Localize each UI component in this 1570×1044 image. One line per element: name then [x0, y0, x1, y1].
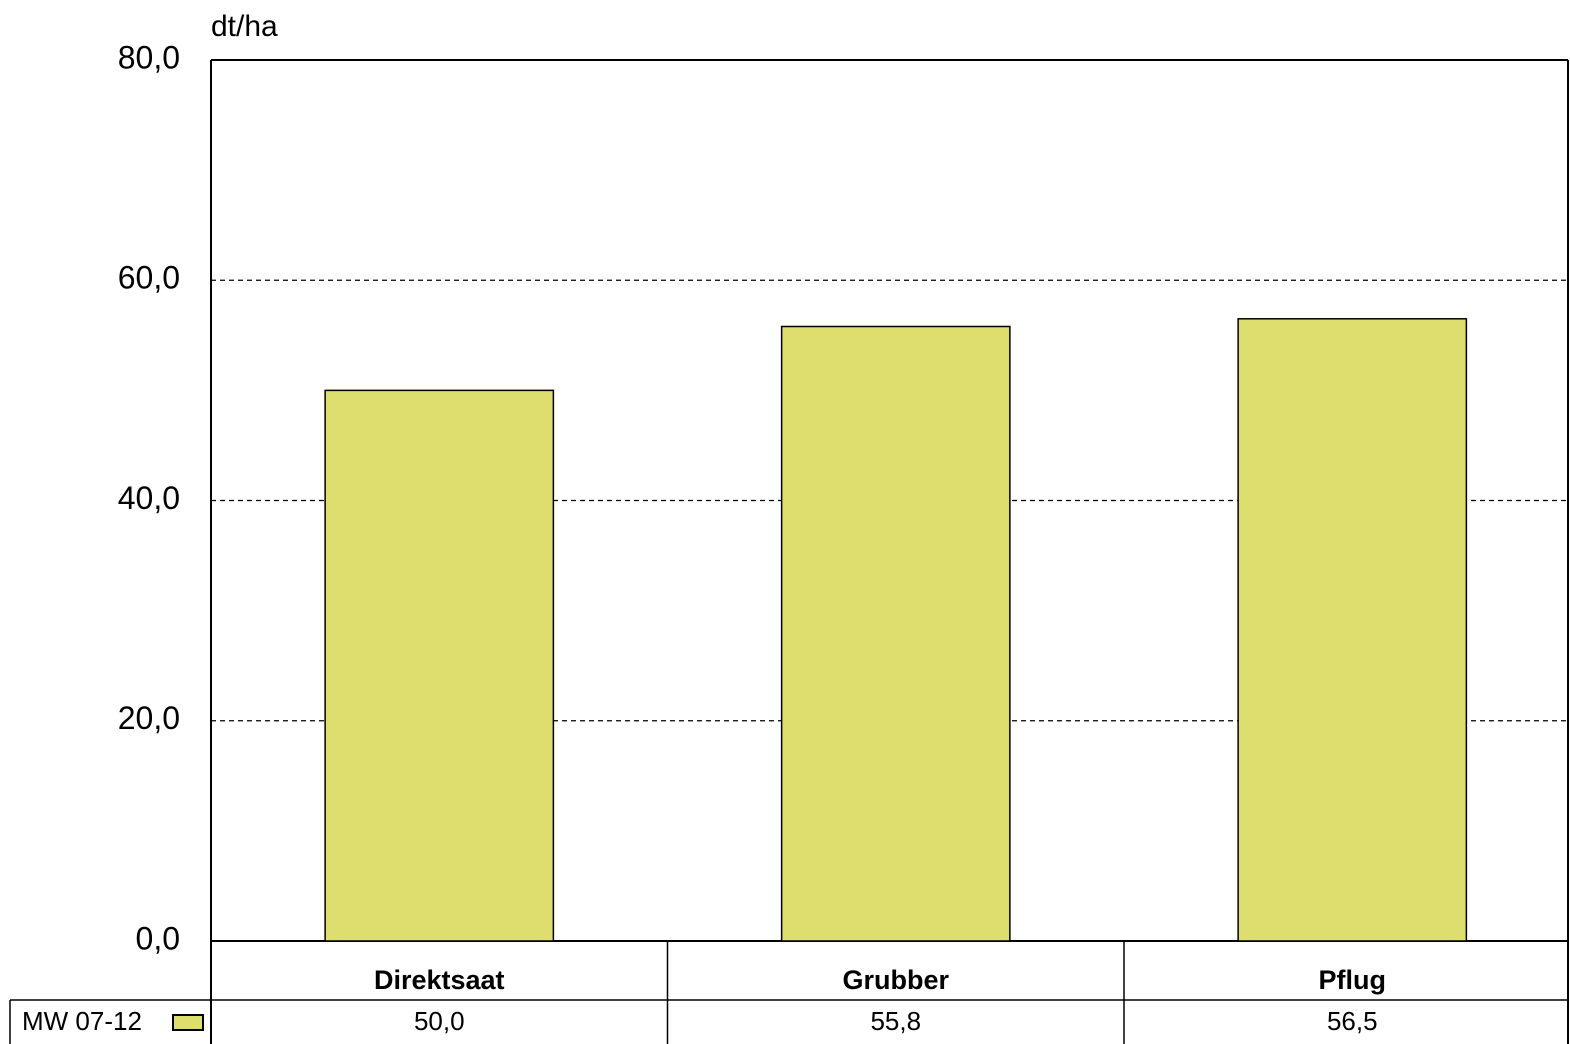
value-label: 56,5: [1327, 1006, 1378, 1036]
y-tick-label: 20,0: [118, 700, 180, 736]
y-tick-label: 80,0: [118, 39, 180, 75]
y-axis-label: dt/ha: [211, 10, 278, 43]
x-tick-label: Grubber: [842, 965, 949, 995]
legend-label: MW 07-12: [22, 1006, 142, 1036]
bar: [324, 389, 555, 942]
bar: [780, 325, 1011, 942]
legend-swatch: [172, 1014, 204, 1031]
bar: [1237, 318, 1468, 942]
y-tick-label: 0,0: [136, 920, 180, 956]
y-tick-label: 60,0: [118, 260, 180, 296]
x-tick-label: Direktsaat: [374, 965, 505, 995]
x-tick-label: Pflug: [1319, 965, 1387, 995]
value-label: 50,0: [414, 1006, 465, 1036]
y-tick-label: 40,0: [118, 480, 180, 516]
value-label: 55,8: [870, 1006, 921, 1036]
